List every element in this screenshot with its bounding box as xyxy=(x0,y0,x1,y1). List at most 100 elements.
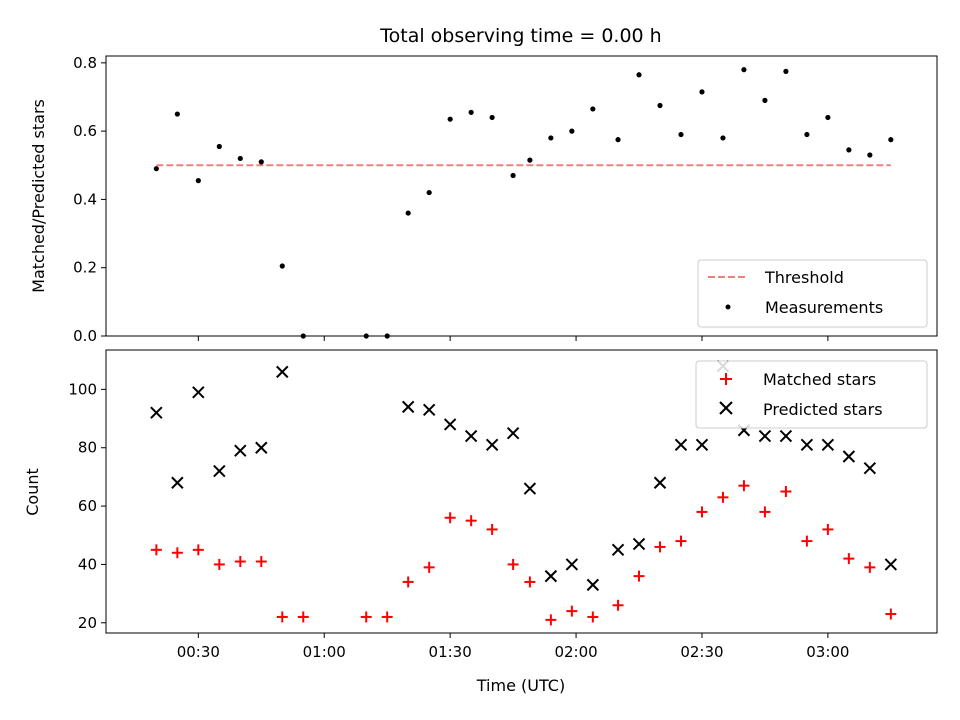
count-y-tick-label: 80 xyxy=(78,439,97,457)
count-legend: Matched stars Predicted stars xyxy=(695,360,928,429)
predicted-star-point xyxy=(401,400,415,414)
measurement-point xyxy=(153,166,159,172)
ratio-legend-box xyxy=(697,259,928,328)
predicted-star-point xyxy=(611,543,625,557)
matched-star-point xyxy=(423,561,435,573)
measurement-point xyxy=(741,67,747,73)
ratio-plot-frame xyxy=(105,55,938,337)
count-y-tick-label: 100 xyxy=(68,380,97,398)
predicted-star-point xyxy=(821,438,835,452)
measurement-point xyxy=(867,152,873,158)
measurement-point xyxy=(468,109,474,115)
measurement-point xyxy=(548,135,554,141)
predicted-star-point xyxy=(485,438,499,452)
measurement-point xyxy=(783,68,789,74)
ratio-y-tick-label: 0.2 xyxy=(73,259,97,277)
ratio-plot: 0.00.20.40.60.8 Matched/Predicted stars … xyxy=(29,54,938,345)
x-axis-label: Time (UTC) xyxy=(476,676,565,695)
matched-star-point xyxy=(801,535,813,547)
matched-star-point xyxy=(843,553,855,565)
ratio-y-tick-label: 0.6 xyxy=(73,122,97,140)
matched-star-point xyxy=(717,491,729,503)
predicted-star-point xyxy=(586,578,600,592)
matched-star-point xyxy=(524,576,536,588)
measurement-point xyxy=(720,135,726,141)
measurement-point xyxy=(195,178,201,184)
matched-star-point xyxy=(234,556,246,568)
x-tick-label: 02:30 xyxy=(680,643,723,661)
ratio-y-tick-label: 0.4 xyxy=(73,190,97,208)
predicted-star-point xyxy=(653,476,667,489)
matched-star-point xyxy=(297,611,309,623)
predicted-star-point xyxy=(523,482,537,495)
x-tick-label: 01:00 xyxy=(303,643,346,661)
count-y-tick-label: 20 xyxy=(78,614,97,632)
predicted-star-point xyxy=(863,461,877,475)
matched-star-point xyxy=(171,547,183,559)
ratio-x-ticks xyxy=(197,336,829,341)
predicted-star-point xyxy=(234,444,247,457)
predicted-star-point xyxy=(192,386,205,399)
measurement-point xyxy=(569,128,575,134)
predicted-star-point xyxy=(464,429,478,443)
ratio-y-tick-label: 0.0 xyxy=(73,327,97,345)
predicted-star-point xyxy=(422,403,436,417)
predicted-star-point xyxy=(695,438,709,452)
matched-star-point xyxy=(864,561,876,573)
matched-legend-label: Matched stars xyxy=(763,370,876,389)
predicted-star-point xyxy=(800,438,814,452)
predicted-legend-label: Predicted stars xyxy=(763,400,883,419)
predicted-star-point xyxy=(276,365,289,379)
count-y-ticks: 20 40 60 80 100 xyxy=(68,380,106,632)
count-legend-box xyxy=(695,360,928,429)
measurement-point xyxy=(678,131,684,138)
measurement-point xyxy=(804,131,810,138)
matched-star-point xyxy=(654,541,666,553)
count-x-ticks: 00:30 01:00 01:30 02:00 02:30 03:00 xyxy=(177,633,849,661)
measurement-point xyxy=(846,147,852,153)
predicted-star-point xyxy=(171,476,184,489)
count-y-axis-label: Count xyxy=(23,468,42,516)
measurement-point xyxy=(615,137,621,143)
measurement-point xyxy=(174,111,180,117)
matched-star-point xyxy=(255,556,267,568)
matched-star-point xyxy=(612,599,624,611)
count-plot: 20 40 60 80 100 00:30 01:00 01:30 02:00 02:30 03:… xyxy=(23,349,938,695)
predicted-star-point xyxy=(842,450,856,463)
ratio-y-axis-label: Matched/Predicted stars xyxy=(29,99,48,293)
matched-star-point xyxy=(507,558,519,570)
threshold-legend-label: Threshold xyxy=(764,268,844,287)
matched-star-point xyxy=(633,570,645,582)
measurement-point xyxy=(590,106,596,112)
matched-star-point xyxy=(402,576,414,588)
measurement-point xyxy=(447,116,453,122)
count-y-tick-label: 40 xyxy=(78,555,97,573)
predicted-star-point xyxy=(443,418,457,431)
predicted-star-point xyxy=(779,429,793,443)
predicted-star-point xyxy=(565,558,579,571)
measurements-legend-swatch xyxy=(725,304,731,310)
measurement-point xyxy=(527,157,533,163)
matched-star-point xyxy=(360,611,372,623)
matched-star-point xyxy=(150,544,162,556)
matched-legend-swatch xyxy=(720,373,732,385)
matched-star-point xyxy=(486,523,498,535)
matched-star-point xyxy=(780,486,792,497)
x-tick-label: 02:00 xyxy=(554,643,597,661)
matched-star-point xyxy=(213,558,225,570)
predicted-star-point xyxy=(255,441,268,454)
measurement-point xyxy=(510,172,516,179)
predicted-star-point xyxy=(674,438,688,452)
measurement-point xyxy=(489,114,495,121)
matched-star-point xyxy=(465,515,477,527)
measurement-point xyxy=(636,72,642,78)
x-tick-label: 03:00 xyxy=(806,643,849,661)
matched-star-point xyxy=(885,608,897,620)
ratio-y-ticks: 0.0 0.2 0.4 0.6 0.8 xyxy=(73,54,106,345)
x-tick-label: 01:30 xyxy=(429,643,472,661)
ratio-y-tick-label: 0.8 xyxy=(73,54,97,72)
measurements-legend-label: Measurements xyxy=(765,298,883,317)
matched-star-point xyxy=(566,605,578,617)
